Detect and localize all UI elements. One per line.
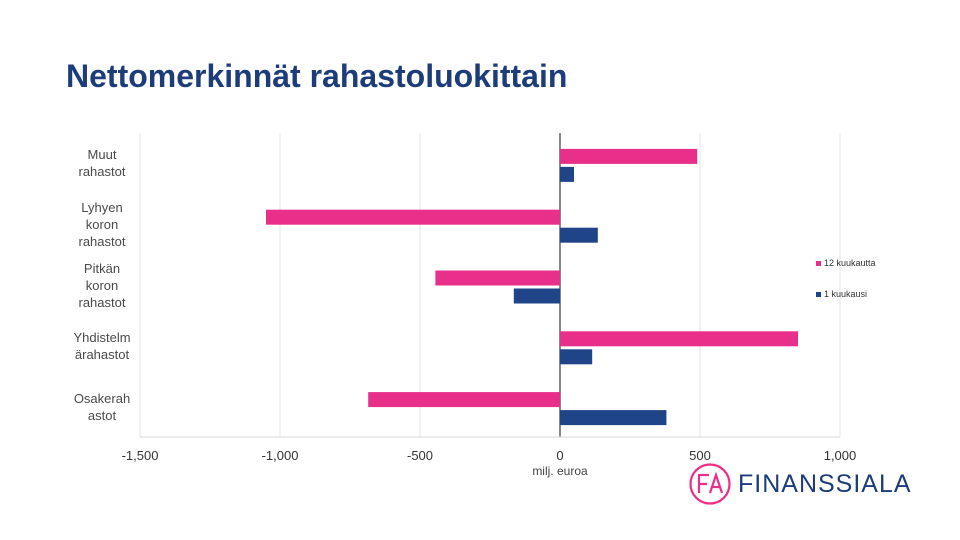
category-label-line: rahastot	[78, 294, 126, 310]
finanssiala-logo: FINANSSIALA	[688, 462, 912, 506]
category-label-line: koron	[85, 216, 119, 232]
category-label: Pitkän koron rahastot	[57, 260, 147, 311]
logo-text: FINANSSIALA	[738, 469, 912, 498]
category-label-line: Pitkän	[83, 260, 121, 276]
bar-1-month-4	[560, 410, 667, 426]
fa-logo-mark-icon	[689, 463, 731, 505]
category-label-line: Osakerah	[73, 390, 131, 406]
bar-12-months-1	[266, 209, 560, 225]
category-label-line: rahastot	[78, 233, 126, 249]
category-label-line: ärahastot	[74, 346, 130, 362]
category-label-line: Yhdistelm	[73, 329, 131, 345]
legend-swatch-1-month	[816, 291, 821, 297]
bar-1-month-0	[560, 166, 574, 182]
bar-12-months-4	[368, 392, 560, 408]
x-tick-label: -500	[406, 448, 434, 463]
legend-label-12-months: 12 kuukautta	[824, 258, 876, 268]
x-tick-label: 500	[689, 448, 711, 463]
bar-1-month-3	[560, 349, 593, 365]
x-tick-label: 1,000	[823, 448, 857, 463]
legend-item-12-months: 12 kuukautta	[816, 258, 876, 268]
x-tick-label: -1,000	[261, 448, 299, 463]
category-label-line: rahastot	[78, 164, 126, 180]
bar-12-months-3	[560, 331, 798, 347]
bar-12-months-2	[435, 270, 560, 286]
bar-1-month-1	[560, 227, 598, 243]
legend-label-1-month: 1 kuukausi	[824, 289, 868, 299]
legend-item-1-month: 1 kuukausi	[816, 289, 867, 299]
category-label: Yhdistelm ärahastot	[57, 329, 147, 363]
page-title: Nettomerkinnät rahastoluokittain	[66, 58, 568, 94]
category-label: Lyhyen koron rahastot	[57, 199, 147, 250]
category-label: Osakerah astot	[57, 390, 147, 424]
x-tick-label: -1,500	[121, 448, 159, 463]
bars	[266, 148, 798, 426]
bar-1-month-2	[513, 288, 560, 304]
category-label-line: Muut	[87, 147, 117, 163]
category-label-line: koron	[85, 277, 119, 293]
category-label-line: astot	[87, 407, 117, 423]
legend-swatch-12-months	[816, 260, 821, 266]
x-axis-label: milj. euroa	[532, 464, 588, 478]
bar-12-months-0	[560, 148, 698, 164]
x-tick-label: 0	[556, 448, 564, 463]
category-label: Muut rahastot	[57, 146, 147, 180]
category-label-line: Lyhyen	[81, 199, 123, 215]
